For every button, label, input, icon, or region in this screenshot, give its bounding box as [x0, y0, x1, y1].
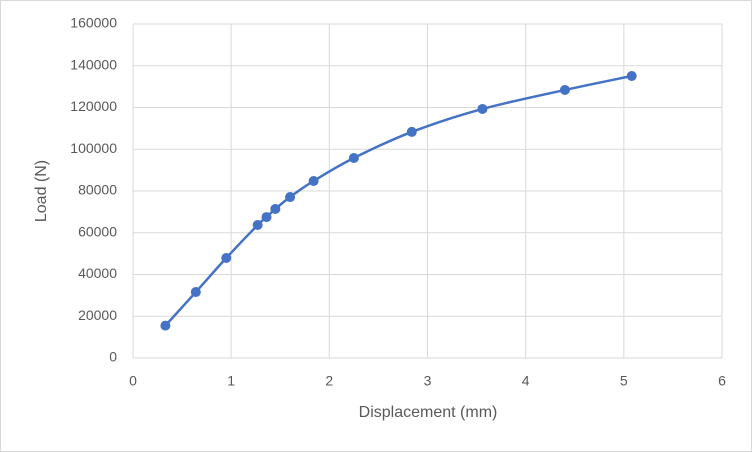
data-point — [406, 126, 417, 137]
y-axis-label: Load (N) — [33, 160, 50, 222]
y-tick-label: 100000 — [70, 140, 117, 156]
data-point — [348, 153, 359, 164]
x-tick-label: 0 — [129, 373, 137, 389]
data-point — [477, 103, 488, 114]
y-tick-label: 140000 — [70, 56, 117, 72]
data-point — [270, 203, 281, 214]
y-tick-label: 120000 — [70, 98, 117, 114]
y-tick-label: 0 — [109, 349, 117, 365]
data-point — [285, 192, 296, 203]
x-axis-label: Displacement (mm) — [359, 404, 498, 421]
data-point — [559, 84, 570, 95]
x-tick-label: 1 — [227, 373, 235, 389]
data-point — [252, 220, 263, 231]
x-tick-label: 3 — [424, 373, 432, 389]
data-point — [261, 212, 272, 223]
x-tick-label: 2 — [325, 373, 333, 389]
data-point — [190, 287, 201, 298]
y-tick-label: 40000 — [78, 265, 117, 281]
y-tick-label: 60000 — [78, 223, 117, 239]
data-point — [626, 70, 637, 81]
x-tick-label: 6 — [718, 373, 726, 389]
x-tick-label: 4 — [522, 373, 530, 389]
y-tick-label: 20000 — [78, 307, 117, 323]
y-tick-label: 160000 — [70, 15, 117, 31]
data-point — [160, 320, 171, 331]
y-tick-label: 80000 — [78, 182, 117, 198]
data-point — [221, 253, 232, 264]
data-point — [308, 175, 319, 186]
x-tick-label: 5 — [620, 373, 628, 389]
